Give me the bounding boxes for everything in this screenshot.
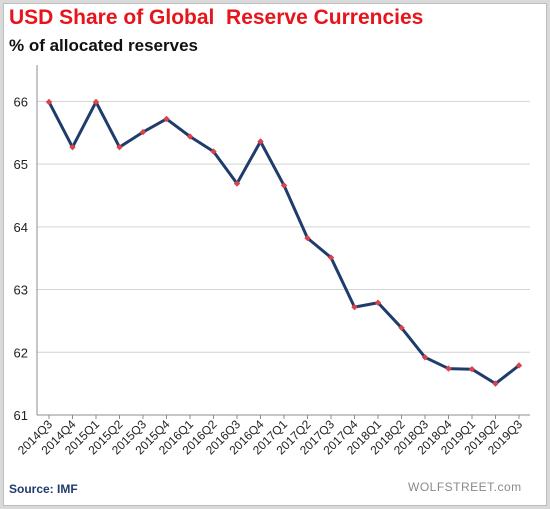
source-note: Source: IMF xyxy=(9,482,78,496)
y-tick-label: 66 xyxy=(14,94,28,109)
data-point xyxy=(515,362,523,369)
series-group xyxy=(45,98,523,387)
data-point xyxy=(492,380,499,387)
data-point xyxy=(421,354,429,361)
data-point xyxy=(116,143,123,151)
chart-title: USD Share of Global Reserve Currencies xyxy=(9,6,424,29)
y-tick-label: 64 xyxy=(14,220,28,235)
gridlines xyxy=(37,100,530,353)
y-tick-label: 61 xyxy=(14,408,28,423)
axes xyxy=(36,65,530,419)
y-tick-label: 65 xyxy=(14,157,28,172)
data-point xyxy=(257,138,264,145)
data-point xyxy=(280,182,288,189)
data-point xyxy=(327,254,335,261)
watermark: WOLFSTREET.com xyxy=(408,480,522,494)
data-point xyxy=(210,148,217,155)
x-tick-labels: 2014Q32014Q42015Q12015Q22015Q32015Q42016… xyxy=(15,417,525,457)
y-tick-labels: 61 62 63 64 65 66 xyxy=(14,94,28,423)
data-point xyxy=(304,234,311,242)
y-tick-label: 62 xyxy=(14,345,28,360)
data-point xyxy=(398,324,405,332)
chart-subtitle: % of allocated reserves xyxy=(9,36,198,55)
data-point xyxy=(139,128,147,136)
data-point xyxy=(163,115,170,123)
data-point xyxy=(233,180,241,187)
data-point xyxy=(186,133,194,140)
y-tick-label: 63 xyxy=(14,283,28,298)
chart-frame xyxy=(3,3,547,506)
data-point xyxy=(69,143,76,151)
data-point xyxy=(92,98,100,106)
data-point xyxy=(468,366,476,373)
data-point xyxy=(351,303,358,311)
data-point xyxy=(374,299,382,306)
data-point xyxy=(445,365,452,372)
data-point xyxy=(45,98,53,106)
